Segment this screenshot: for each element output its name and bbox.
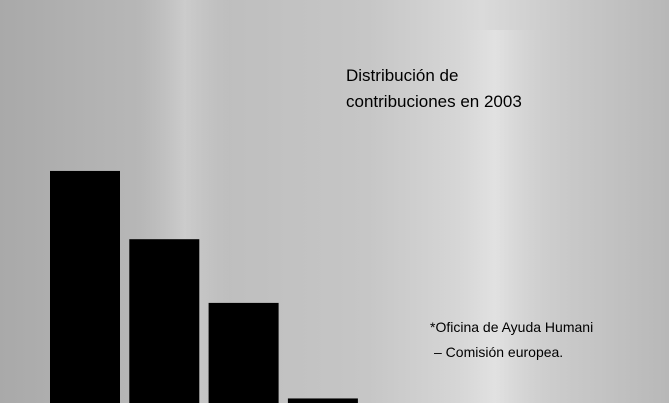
- value-label: 1%: [66, 0, 93, 5]
- value-label: 51%: [96, 0, 133, 5]
- value-label: 36%: [89, 0, 126, 5]
- category-label: Gobiernos 36%: [0, 0, 126, 5]
- category-label: de ACT 51%: [30, 0, 134, 5]
- category-name: Otros: [0, 0, 44, 5]
- chart-title: Distribución de: [346, 66, 458, 85]
- category-name: ECHO*: [0, 0, 61, 5]
- background-column: [440, 30, 550, 403]
- chart-title: contribuciones en 2003: [346, 92, 522, 111]
- category-label: ECHO* 1%: [0, 0, 93, 5]
- footnote: *Oficina de Ayuda Humani: [430, 319, 593, 335]
- bar: [129, 239, 200, 403]
- footnote: – Comisión europea.: [434, 344, 563, 360]
- category-label: Otros 22%: [0, 0, 87, 5]
- bar: [208, 302, 279, 403]
- value-label: 22%: [50, 0, 87, 5]
- bar: [287, 398, 358, 403]
- category-name: de ACT: [30, 0, 91, 5]
- category-name: Gobiernos: [0, 0, 83, 5]
- bar: [50, 170, 120, 403]
